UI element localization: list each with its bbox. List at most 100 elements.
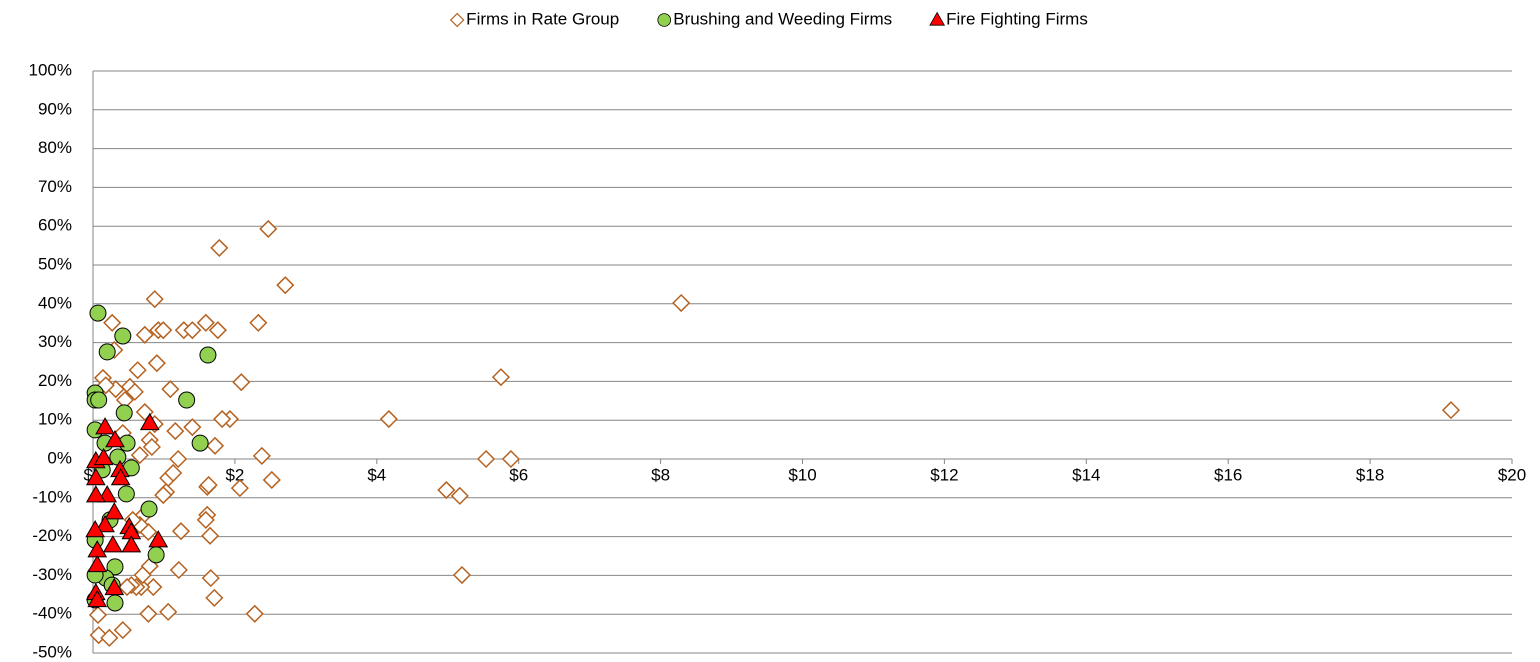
- data-point: [249, 313, 268, 332]
- data-point: [148, 530, 169, 548]
- data-point: [262, 470, 281, 490]
- x-tick-label: $8: [651, 465, 670, 484]
- data-point: [154, 321, 173, 340]
- x-tick-label: $12: [930, 465, 958, 484]
- data-point: [117, 577, 137, 597]
- data-point: [164, 463, 183, 483]
- data-point: [161, 380, 180, 399]
- y-tick-label: -30%: [32, 565, 72, 584]
- data-point: [113, 621, 132, 640]
- legend-marker: [449, 12, 465, 28]
- data-point: [210, 238, 229, 257]
- data-point: [104, 502, 125, 520]
- data-point: [85, 485, 106, 503]
- data-point: [117, 485, 135, 503]
- data-point: [147, 354, 166, 373]
- legend-label: Firms in Rate Group: [466, 9, 619, 28]
- data-point: [87, 589, 108, 608]
- data-point: [109, 448, 127, 466]
- data-point: [142, 437, 161, 457]
- y-tick-label: 10%: [38, 410, 72, 429]
- data-point: [183, 418, 202, 437]
- data-point: [145, 290, 164, 309]
- legend-label: Brushing and Weeding Firms: [673, 9, 892, 28]
- legend-marker: [657, 13, 672, 27]
- y-tick-label: 70%: [38, 177, 72, 196]
- data-point: [501, 449, 520, 469]
- data-point: [130, 446, 149, 465]
- data-point: [154, 486, 173, 505]
- data-point: [105, 429, 125, 448]
- y-tick-label: 30%: [38, 332, 72, 351]
- data-point: [199, 346, 217, 364]
- y-tick-label: 50%: [38, 254, 72, 273]
- data-point: [95, 514, 115, 533]
- data-point: [201, 526, 220, 545]
- legend-item: Fire Fighting Firms: [929, 9, 1088, 28]
- data-point: [169, 560, 188, 580]
- data-point: [452, 565, 472, 585]
- data-point: [104, 577, 125, 596]
- y-tick-label: 0%: [47, 448, 72, 467]
- data-point: [103, 535, 123, 553]
- data-point: [87, 554, 108, 573]
- data-point: [201, 569, 220, 588]
- data-point: [144, 577, 163, 597]
- x-tick-label: $10: [788, 465, 816, 484]
- data-point: [183, 321, 202, 340]
- y-tick-label: -20%: [32, 526, 72, 545]
- data-point: [437, 480, 456, 500]
- data-point: [205, 436, 225, 455]
- data-point: [135, 325, 154, 344]
- data-point: [114, 327, 132, 345]
- y-tick-label: -50%: [32, 642, 72, 661]
- data-point: [196, 313, 215, 332]
- y-tick-label: 90%: [38, 99, 72, 118]
- data-point: [95, 417, 115, 435]
- data-point: [276, 276, 295, 295]
- y-tick-label: 60%: [38, 216, 72, 235]
- data-point: [159, 602, 178, 621]
- x-tick-label: $18: [1356, 465, 1384, 484]
- data-point: [259, 219, 278, 238]
- data-point: [128, 361, 147, 380]
- data-point: [171, 522, 191, 541]
- data-point: [450, 486, 469, 505]
- data-point: [199, 475, 218, 495]
- data-point: [106, 558, 124, 576]
- y-tick-label: 80%: [38, 138, 72, 157]
- data-point: [100, 628, 119, 647]
- legend: Firms in Rate Group Brushing and Weeding …: [449, 9, 1088, 28]
- data-point: [85, 519, 105, 538]
- x-tick-label: $6: [509, 465, 528, 484]
- data-point: [85, 468, 106, 486]
- x-tick-label: $20: [1498, 465, 1526, 484]
- data-point: [232, 373, 251, 392]
- data-point: [121, 535, 142, 553]
- x-tick-label: $4: [367, 465, 386, 484]
- data-point: [98, 343, 116, 361]
- data-point: [491, 368, 511, 387]
- legend-marker: [929, 11, 946, 26]
- y-tick-label: 20%: [38, 371, 72, 390]
- legend-label: Fire Fighting Firms: [946, 9, 1088, 28]
- data-point: [110, 468, 131, 486]
- data-point: [166, 422, 185, 441]
- data-point: [230, 479, 249, 498]
- data-point: [252, 446, 271, 465]
- data-point: [213, 409, 232, 429]
- data-point: [139, 604, 158, 623]
- data-point: [106, 594, 124, 612]
- data-point: [196, 510, 215, 529]
- data-point: [205, 588, 224, 607]
- data-point: [89, 304, 107, 322]
- data-point: [139, 412, 160, 431]
- data-point: [245, 604, 264, 623]
- data-point: [191, 434, 209, 452]
- data-point: [103, 313, 122, 332]
- y-tick-label: -40%: [32, 604, 72, 623]
- y-tick-label: 40%: [38, 293, 72, 312]
- data-point: [379, 409, 398, 429]
